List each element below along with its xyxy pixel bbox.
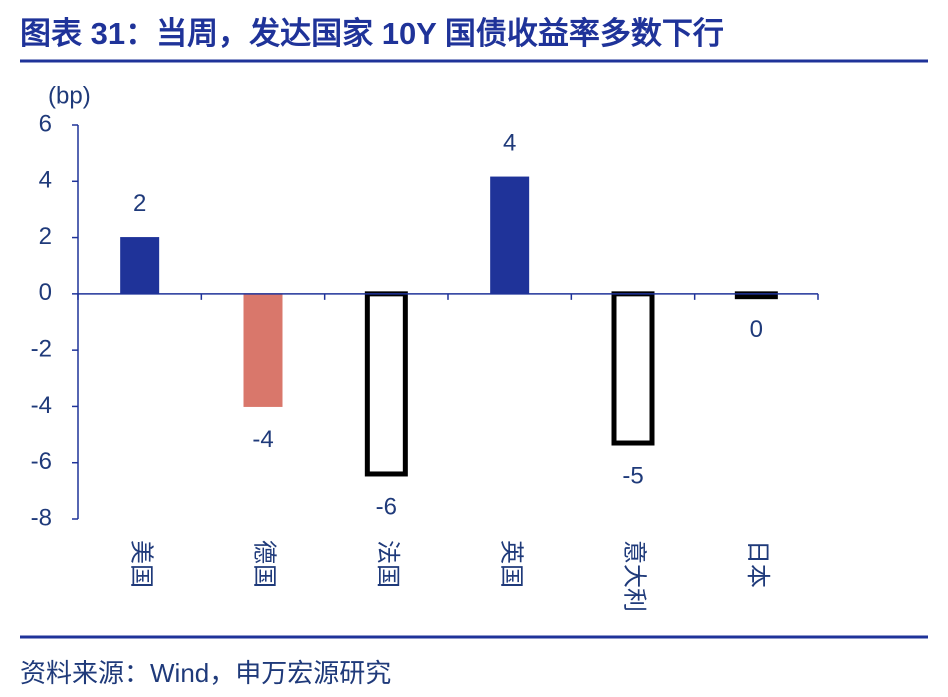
value-label: -6 [376,493,397,520]
value-label: 0 [750,316,763,343]
bar [243,293,283,407]
y-tick-label: 0 [39,279,52,306]
x-tick-label: 英国 [497,540,524,588]
x-tick-label: 德国 [251,540,278,588]
value-label: 4 [503,129,516,156]
chart-title: 图表 31：当周，发达国家 10Y 国债收益率多数下行 [20,16,724,51]
x-tick-label: 法国 [374,540,401,588]
x-tick-label: 意大利 [621,540,648,612]
value-label: -4 [252,426,273,453]
y-tick-label: 6 [39,110,52,137]
y-tick-label: 4 [39,167,52,194]
bar [364,291,408,477]
source-note: 资料来源：Wind，申万宏源研究 [20,658,391,688]
y-tick-label: -4 [31,392,52,419]
y-tick-label: -8 [31,504,52,531]
x-tick-label: 美国 [127,540,154,588]
value-label: 2 [133,190,146,217]
bar [120,237,160,295]
y-axis-label: (bp) [48,82,91,109]
y-tick-label: -2 [31,335,52,362]
bar [611,291,655,446]
y-tick-label: 2 [39,223,52,250]
y-tick-label: -6 [31,448,52,475]
x-tick-label: 日本 [744,540,771,588]
value-label: -5 [622,462,643,489]
bar [490,176,530,295]
